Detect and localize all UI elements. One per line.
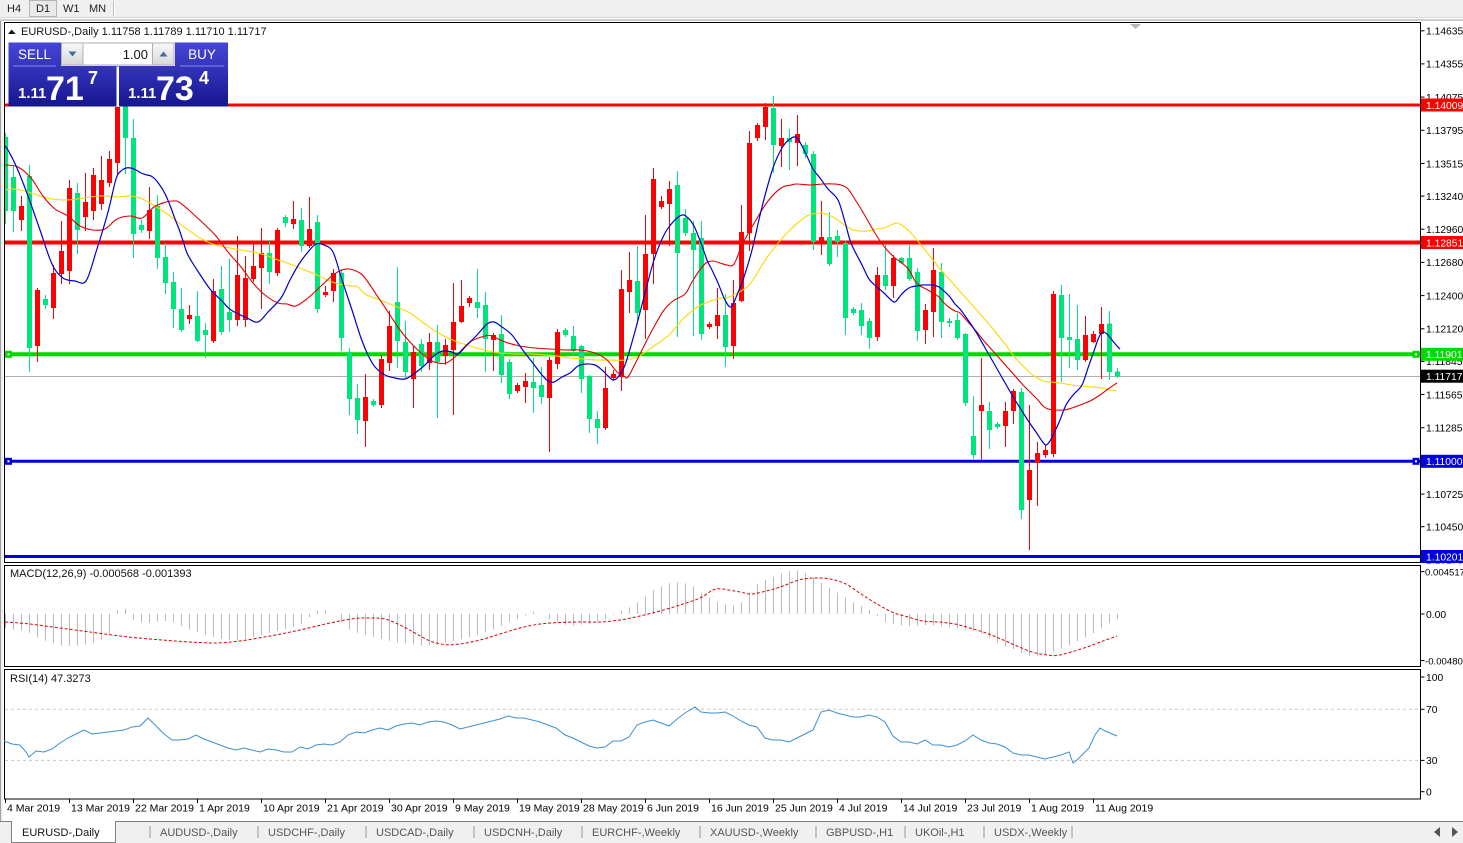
svg-text:1.12851: 1.12851 [1426,238,1463,249]
svg-text:1.10725: 1.10725 [1426,490,1463,501]
svg-text:1.11: 1.11 [128,85,156,102]
svg-text:USDX-,Weekly: USDX-,Weekly [994,827,1068,839]
svg-text:23 Jul 2019: 23 Jul 2019 [967,803,1021,815]
svg-text:UKOil-,H1: UKOil-,H1 [915,827,965,839]
svg-text:0.00: 0.00 [1426,610,1446,621]
svg-text:USDCAD-,Daily: USDCAD-,Daily [376,827,454,839]
svg-text:13 Mar 2019: 13 Mar 2019 [71,803,130,815]
svg-text:USDCHF-,Daily: USDCHF-,Daily [268,827,346,839]
svg-text:1.13240: 1.13240 [1426,192,1463,203]
svg-text:AUDUSD-,Daily: AUDUSD-,Daily [160,827,238,839]
svg-text:1.14009: 1.14009 [1426,101,1463,112]
svg-text:W1: W1 [63,3,80,15]
svg-text:9 May 2019: 9 May 2019 [455,803,510,815]
svg-text:0: 0 [1426,788,1432,799]
svg-text:1.14355: 1.14355 [1426,60,1463,71]
svg-text:14 Jul 2019: 14 Jul 2019 [903,803,957,815]
svg-text:25 Jun 2019: 25 Jun 2019 [775,803,833,815]
svg-text:XAUUSD-,Weekly: XAUUSD-,Weekly [710,827,799,839]
svg-text:1.14075: 1.14075 [1426,93,1463,104]
svg-text:1.14635: 1.14635 [1426,27,1463,38]
svg-text:1.10201: 1.10201 [1426,552,1463,563]
svg-text:73: 73 [156,70,194,108]
svg-text:EURCHF-,Weekly: EURCHF-,Weekly [592,827,681,839]
svg-text:1.12680: 1.12680 [1426,258,1463,269]
svg-text:H4: H4 [7,3,21,15]
svg-text:USDCNH-,Daily: USDCNH-,Daily [484,827,563,839]
svg-text:4 Mar 2019: 4 Mar 2019 [7,803,60,815]
svg-text:21 Apr 2019: 21 Apr 2019 [327,803,384,815]
svg-text:GBPUSD-,H1: GBPUSD-,H1 [826,827,893,839]
svg-text:6 Jun 2019: 6 Jun 2019 [647,803,699,815]
svg-text:7: 7 [88,68,98,88]
svg-text:1 Aug 2019: 1 Aug 2019 [1031,803,1084,815]
svg-text:1.13515: 1.13515 [1426,159,1463,170]
svg-text:70: 70 [1426,705,1438,716]
svg-text:28 May 2019: 28 May 2019 [583,803,644,815]
svg-text:1.12400: 1.12400 [1426,291,1463,302]
svg-text:EURUSD-,Daily: EURUSD-,Daily [22,827,100,839]
svg-text:10 Apr 2019: 10 Apr 2019 [263,803,320,815]
svg-text:1.13795: 1.13795 [1426,126,1463,137]
svg-text:0.004517: 0.004517 [1425,567,1463,578]
svg-text:1 Apr 2019: 1 Apr 2019 [199,803,250,815]
svg-text:1.00: 1.00 [123,47,148,62]
svg-text:11 Aug 2019: 11 Aug 2019 [1095,803,1153,815]
svg-text:100: 100 [1426,673,1443,684]
svg-text:1.11285: 1.11285 [1426,424,1463,435]
svg-text:16 Jun 2019: 16 Jun 2019 [711,803,769,815]
svg-text:4 Jul 2019: 4 Jul 2019 [839,803,888,815]
svg-text:22 Mar 2019: 22 Mar 2019 [135,803,194,815]
svg-text:1.12120: 1.12120 [1426,325,1463,336]
svg-text:D1: D1 [36,3,50,15]
svg-text:-0.004806: -0.004806 [1425,656,1463,667]
svg-text:30: 30 [1426,756,1438,767]
svg-text:MACD(12,26,9) -0.000568 -0.001: MACD(12,26,9) -0.000568 -0.001393 [10,568,192,580]
svg-text:MN: MN [89,3,106,15]
svg-text:30 Apr 2019: 30 Apr 2019 [391,803,448,815]
svg-text:EURUSD-,Daily 1.11758 1.11789: EURUSD-,Daily 1.11758 1.11789 1.11710 1.… [21,26,267,38]
svg-text:1.12960: 1.12960 [1426,225,1463,236]
svg-text:1.11845: 1.11845 [1426,357,1463,368]
svg-text:1.10450: 1.10450 [1426,523,1463,534]
svg-text:4: 4 [199,68,209,88]
svg-text:19 May 2019: 19 May 2019 [519,803,580,815]
svg-text:RSI(14) 47.3273: RSI(14) 47.3273 [10,673,91,685]
svg-text:1.11: 1.11 [18,85,46,102]
svg-text:BUY: BUY [188,47,216,62]
svg-text:71: 71 [46,70,84,108]
svg-text:1.11000: 1.11000 [1426,457,1463,468]
svg-text:1.11565: 1.11565 [1426,390,1463,401]
svg-text:1.11717: 1.11717 [1426,372,1463,383]
svg-text:1.11901: 1.11901 [1426,350,1463,361]
svg-text:SELL: SELL [18,47,52,62]
